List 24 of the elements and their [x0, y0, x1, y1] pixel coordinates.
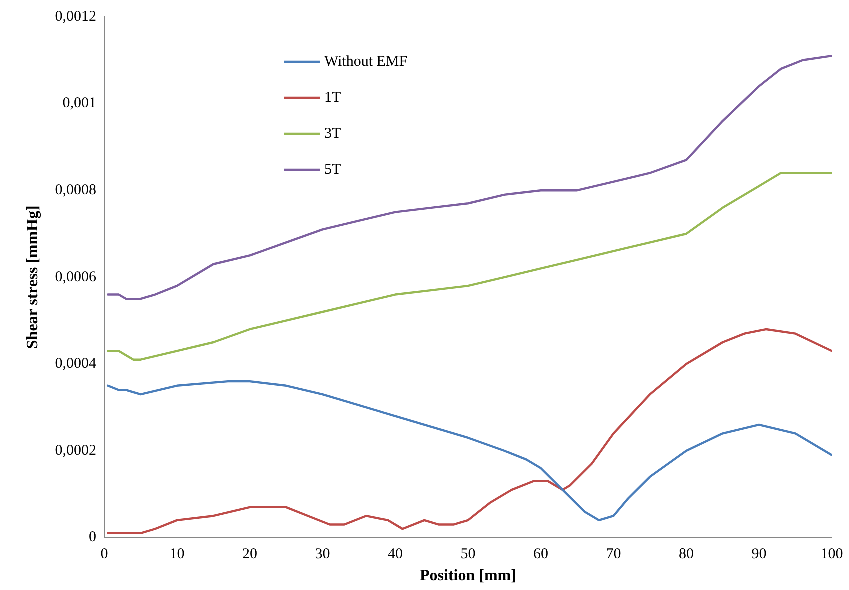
x-tick-label: 40	[388, 546, 403, 563]
y-axis-title: Shear stress [mmHg]	[24, 206, 42, 350]
x-tick-label: 20	[242, 546, 258, 563]
x-axis-title: Position [mm]	[420, 568, 516, 585]
y-tick-label: 0	[88, 530, 96, 546]
y-tick-label: 0,0008	[55, 182, 96, 199]
legend-label: 1T	[324, 90, 342, 106]
x-tick-label: 60	[533, 546, 548, 563]
y-tick-label: 0,0002	[55, 442, 96, 459]
x-tick-label: 90	[752, 546, 767, 563]
y-tick-label: 0,0012	[55, 8, 96, 25]
x-tick-label: 70	[606, 546, 622, 563]
x-tick-label: 10	[170, 546, 185, 563]
y-tick-label: 0,0006	[55, 269, 97, 286]
y-tick-label: 0,0004	[55, 356, 97, 372]
x-tick-label: 50	[460, 546, 476, 563]
x-tick-label: 0	[100, 546, 108, 563]
x-tick-label: 80	[678, 546, 694, 563]
legend-label: Without EMF	[324, 54, 408, 70]
legend-label: 5T	[324, 162, 342, 178]
x-tick-label: 30	[315, 546, 330, 563]
legend-label: 3T	[324, 126, 342, 142]
y-tick-label: 0,001	[62, 96, 96, 112]
x-tick-label: 100	[820, 546, 844, 563]
